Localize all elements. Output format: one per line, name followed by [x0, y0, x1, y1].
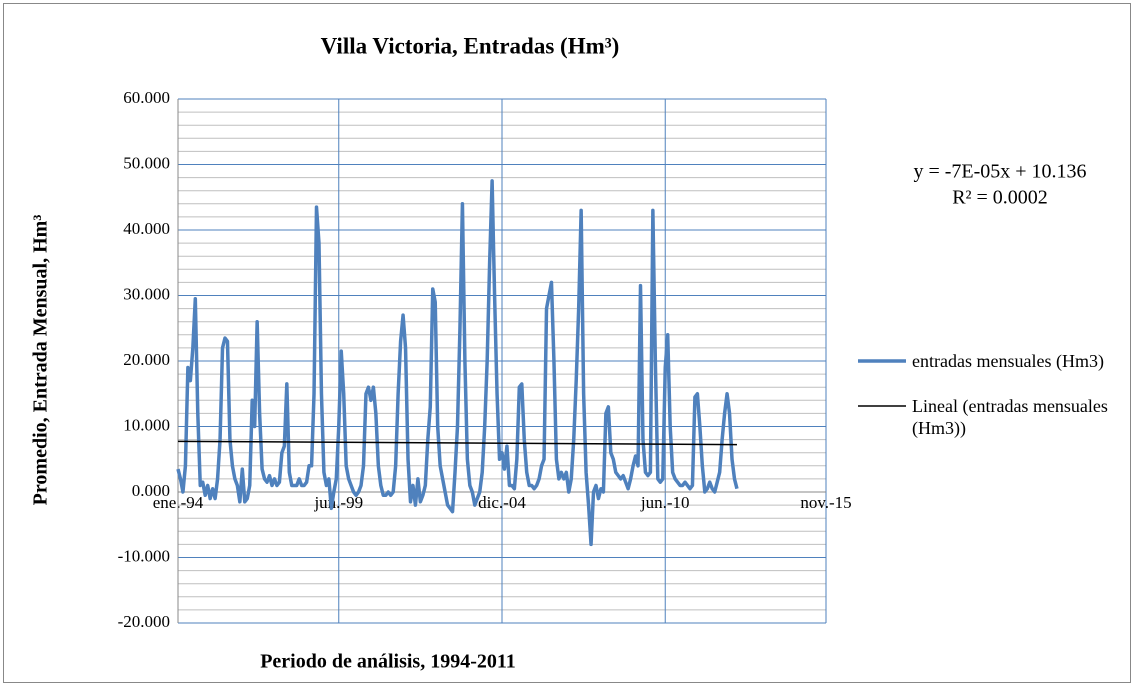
- x-tick-label: nov.-15: [800, 493, 851, 512]
- chart-border: [3, 3, 1131, 683]
- legend-label: Lineal (entradas mensuales (Hm3)): [912, 396, 1108, 438]
- x-tick-label: jun.-10: [640, 493, 690, 512]
- y-tick-label: 60.000: [123, 88, 170, 107]
- y-tick-label: 30.000: [123, 284, 170, 303]
- trend-r2: R² = 0.0002: [952, 187, 1048, 209]
- x-tick-label: dic.-04: [478, 493, 526, 512]
- y-tick-label: 10.000: [123, 415, 170, 434]
- x-tick-label: jun.-99: [313, 493, 363, 512]
- chart-title: Villa Victoria, Entradas (Hm³): [321, 33, 620, 58]
- y-tick-label: 40.000: [123, 219, 170, 238]
- y-tick-label: -20.000: [118, 612, 170, 631]
- y-tick-label: 0.000: [132, 481, 170, 500]
- series-line: [177, 440, 737, 446]
- y-tick-label: 50.000: [123, 153, 170, 172]
- x-axis-label: Periodo de análisis, 1994-2011: [260, 651, 516, 673]
- legend-label: entradas mensuales (Hm3): [912, 351, 1104, 371]
- y-tick-label: -10.000: [118, 546, 170, 565]
- series-line: [176, 179, 739, 547]
- trend-equation: y = -7E-05x + 10.136: [913, 161, 1086, 183]
- y-axis-label: Promedio, Entrada Mensual, Hm³: [30, 215, 52, 506]
- y-tick-label: 20.000: [123, 350, 170, 369]
